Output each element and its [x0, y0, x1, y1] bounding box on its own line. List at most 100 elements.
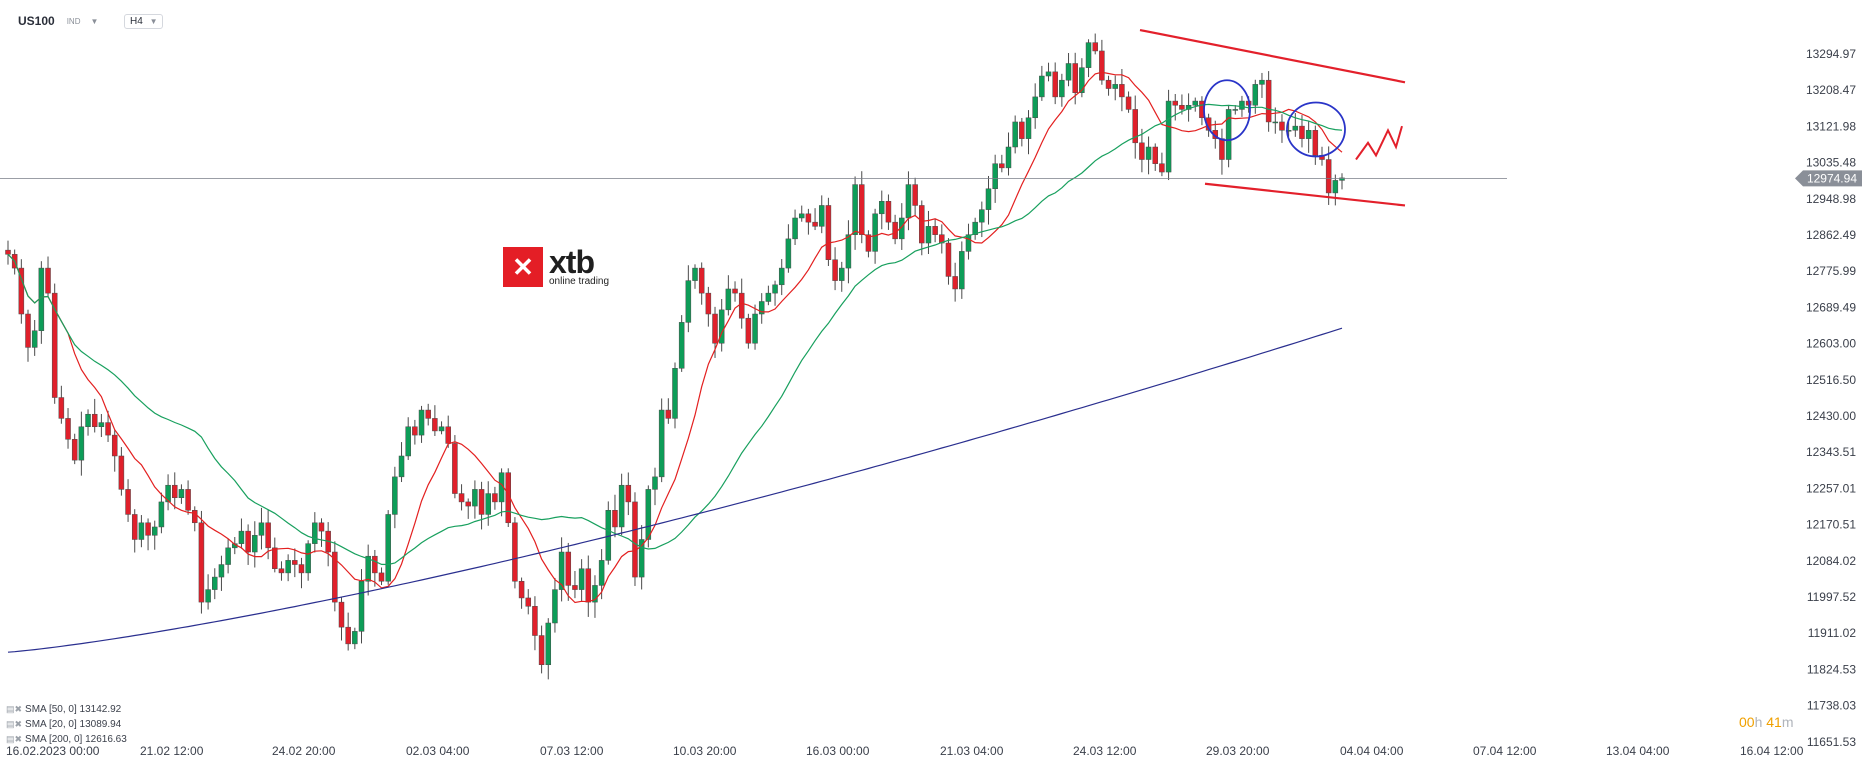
candle-body — [1239, 100, 1245, 110]
candle-body — [945, 242, 952, 277]
candle-body — [465, 501, 471, 507]
candle-body — [125, 489, 131, 515]
symbol-name: US100 — [18, 14, 55, 28]
candle-body — [452, 443, 458, 494]
indicator-legend: ▤✖ SMA [50, 0] 13142.92 ▤✖ SMA [20, 0] 130… — [6, 702, 127, 747]
candle-body — [919, 205, 925, 244]
candle-body — [385, 514, 391, 582]
candle-body — [51, 292, 58, 398]
candle-body — [538, 635, 545, 666]
candle-body — [1039, 75, 1045, 98]
candle-body — [1079, 67, 1085, 93]
candle-body — [292, 560, 298, 565]
candle-body — [792, 217, 798, 240]
candle-body — [178, 489, 185, 498]
indicator-row[interactable]: ▤✖ SMA [20, 0] 13089.94 — [6, 717, 127, 732]
candle-body — [272, 547, 278, 569]
candle-body — [738, 292, 745, 319]
candle-body — [398, 455, 405, 478]
candle-body — [305, 543, 311, 574]
candle-body — [1339, 177, 1345, 181]
candle-body — [1272, 121, 1279, 124]
symbol-header[interactable]: US100 IND ▼ — [18, 14, 98, 28]
candle-body — [378, 572, 385, 582]
chevron-down-icon[interactable]: ▼ — [90, 16, 99, 26]
indicator-value: 13089.94 — [79, 719, 122, 730]
candle-body — [131, 514, 138, 540]
indicator-settings-icon[interactable]: ▤✖ — [6, 734, 23, 744]
indicator-row[interactable]: ▤✖ SMA [50, 0] 13142.92 — [6, 702, 127, 717]
candle-body — [258, 522, 265, 536]
indicator-settings-icon[interactable]: ▤✖ — [6, 719, 23, 729]
candle-body — [672, 368, 678, 419]
candle-body — [678, 322, 685, 369]
candle-body — [98, 422, 105, 428]
candle-body — [238, 530, 245, 544]
candle-body — [31, 330, 38, 348]
candle-body — [1259, 79, 1265, 85]
candle-body — [1159, 163, 1165, 173]
zigzag-projection — [1355, 125, 1403, 161]
candle-body — [1225, 109, 1232, 160]
candle-body — [632, 501, 638, 578]
candle-body — [352, 631, 358, 645]
candle-body — [859, 184, 865, 235]
candle-body — [1192, 100, 1199, 106]
y-tick-label: 12343.51 — [1806, 445, 1856, 459]
xtb-logo: ✕ xtb online trading — [503, 246, 609, 287]
candle-body — [1279, 121, 1285, 131]
candle-body — [245, 530, 251, 553]
candle-body — [758, 301, 765, 315]
candle-body — [445, 426, 451, 444]
x-tick-label: 10.03 20:00 — [673, 744, 737, 758]
candle-body — [1292, 125, 1299, 131]
candle-body — [912, 184, 918, 206]
x-tick-label: 24.03 12:00 — [1073, 744, 1137, 758]
candle-body — [845, 234, 852, 269]
candle-body — [925, 226, 932, 244]
candle-body — [1099, 50, 1105, 81]
candle-body — [472, 489, 478, 507]
x-tick-label: 21.03 04:00 — [940, 744, 1004, 758]
candle-body — [111, 434, 118, 457]
last-price-label: 12974.94 — [1807, 171, 1857, 185]
indicator-label: SMA [50, 0] — [25, 704, 77, 715]
candle-body — [725, 288, 732, 311]
y-tick-label: 12516.50 — [1806, 373, 1856, 387]
y-tick-label: 11651.53 — [1807, 735, 1856, 749]
y-tick-label: 12257.01 — [1806, 481, 1856, 495]
candle-body — [712, 313, 718, 344]
ellipse-annotation — [1203, 79, 1251, 142]
candle-body — [638, 539, 645, 578]
candle-body — [572, 585, 578, 590]
candle-body — [298, 564, 305, 574]
y-tick-label: 11911.02 — [1808, 626, 1857, 640]
y-tick-label: 11738.03 — [1807, 699, 1856, 713]
x-tick-label: 07.04 12:00 — [1473, 744, 1537, 758]
indicator-row[interactable]: ▤✖ SMA [200, 0] 12616.63 — [6, 732, 127, 747]
x-tick-label: 16.03 00:00 — [806, 744, 870, 758]
y-tick-label: 13208.47 — [1806, 83, 1856, 97]
indicator-label: SMA [20, 0] — [25, 719, 77, 730]
candle-body — [1072, 63, 1078, 93]
x-tick-label: 02.03 04:00 — [406, 744, 470, 758]
timeframe-select[interactable]: H4 ▼ — [124, 14, 163, 29]
candle-body — [825, 205, 832, 260]
candle-body — [145, 522, 151, 536]
candle-body — [65, 418, 71, 440]
y-tick-label: 12689.49 — [1806, 300, 1856, 314]
y-tick-label: 12170.51 — [1806, 518, 1856, 532]
candle-body — [225, 547, 231, 565]
candle-body — [1219, 138, 1225, 160]
candle-body — [545, 622, 552, 666]
chevron-down-icon: ▼ — [149, 17, 158, 26]
candle-body — [832, 259, 838, 281]
indicator-settings-icon[interactable]: ▤✖ — [6, 704, 23, 714]
candle-body — [1019, 121, 1025, 139]
candle-body — [839, 267, 845, 281]
x-tick-label: 13.04 04:00 — [1606, 744, 1670, 758]
candle-body — [698, 267, 705, 294]
candle-body — [412, 426, 418, 436]
candle-body — [151, 526, 158, 536]
